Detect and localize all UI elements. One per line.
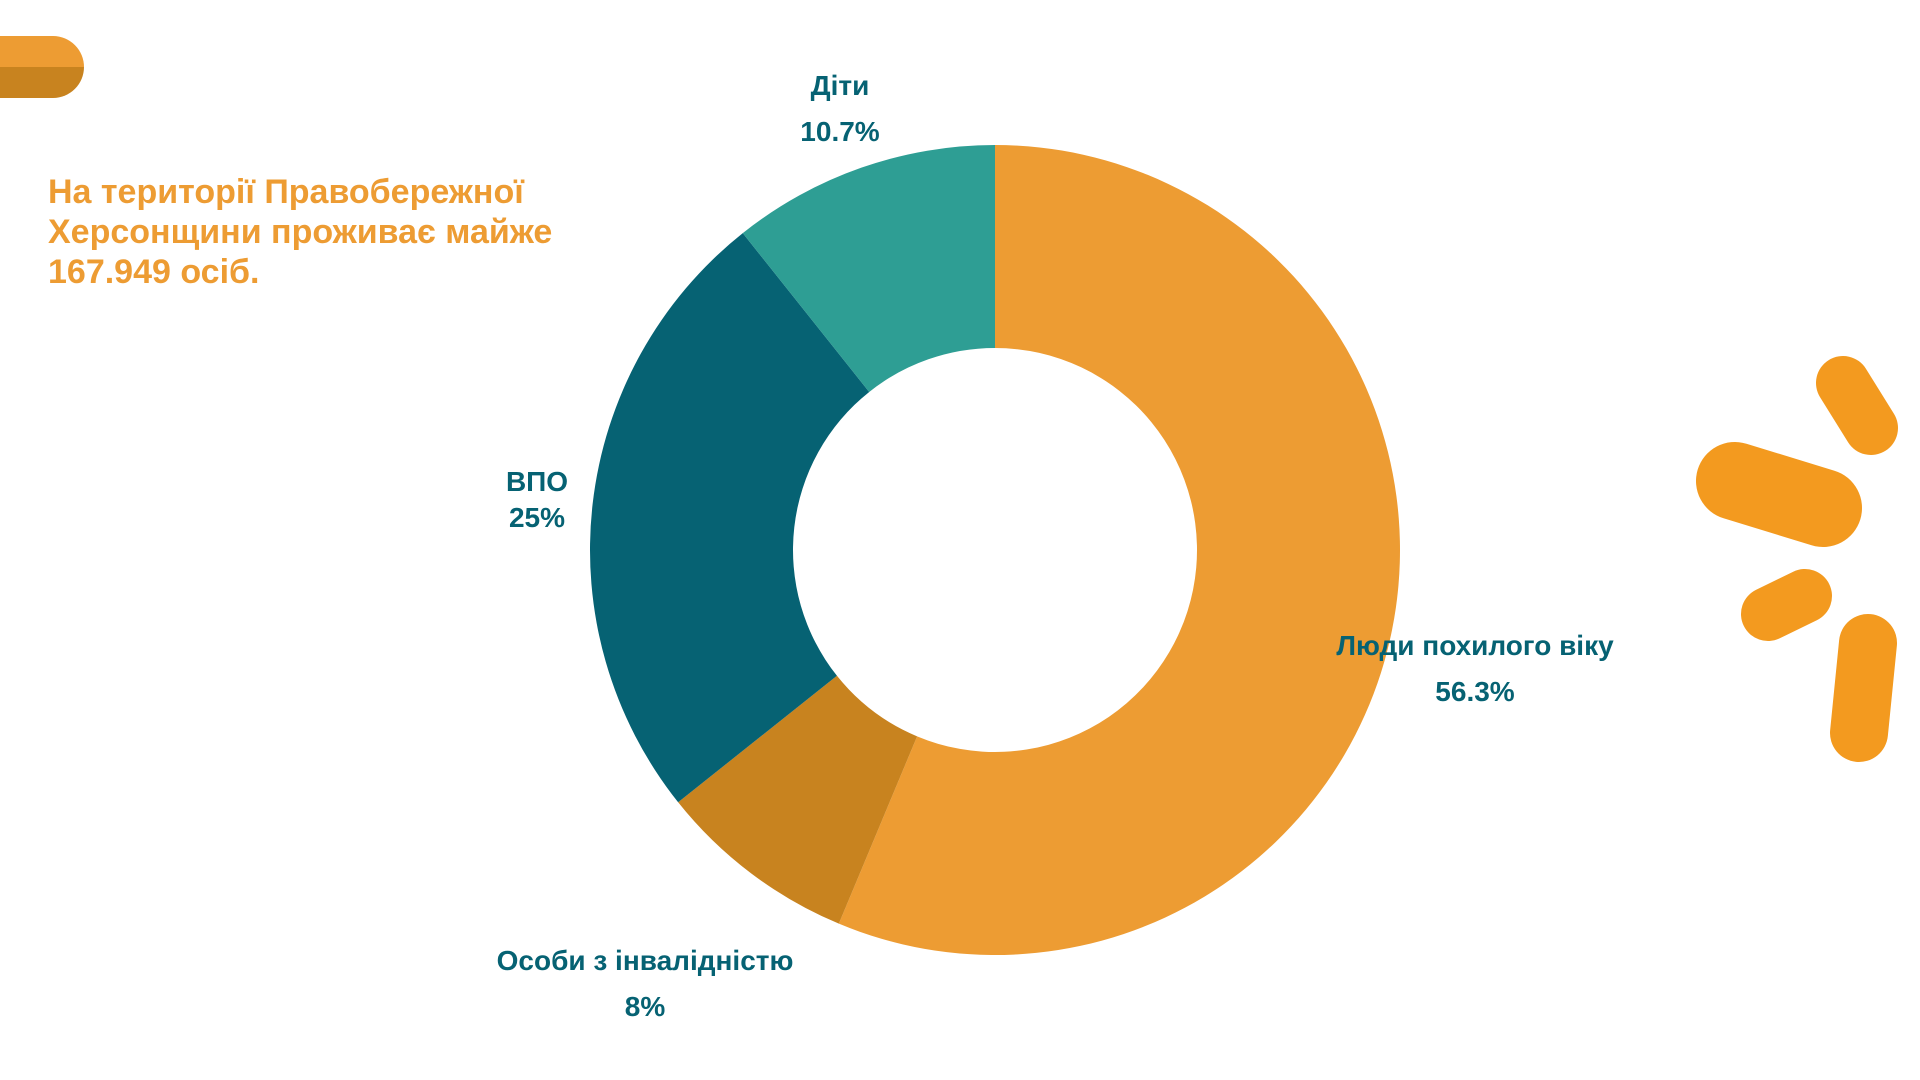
label-disabled: Особи з інвалідністю 8%	[497, 945, 794, 1023]
spark-2	[1696, 442, 1862, 547]
slice-idp	[590, 233, 870, 803]
label-children-name: Діти	[810, 70, 870, 101]
label-children: Діти 10.7%	[800, 70, 879, 148]
label-elderly-percent: 56.3%	[1435, 676, 1515, 707]
spark-3	[1741, 569, 1832, 641]
spark-1	[1816, 356, 1898, 455]
spark-4	[1830, 614, 1897, 762]
slice-elderly	[838, 145, 1400, 955]
decorative-pill-bottom	[0, 67, 84, 98]
label-elderly: Люди похилого віку 56.3%	[1336, 630, 1613, 708]
label-children-percent: 10.7%	[800, 116, 880, 147]
decorative-pill-top	[0, 36, 84, 67]
label-idp-name: ВПО	[505, 466, 569, 497]
label-elderly-name: Люди похилого віку	[1336, 630, 1614, 661]
decorative-pill	[0, 36, 84, 98]
label-disabled-name: Особи з інвалідністю	[496, 945, 794, 976]
slice-children	[742, 145, 995, 392]
label-disabled-percent: 8%	[624, 991, 666, 1022]
slice-disabled	[678, 675, 918, 924]
label-idp: ВПО 25%	[506, 466, 568, 534]
headline-text: На території Правобережної Херсонщини пр…	[48, 173, 553, 291]
label-idp-percent: 25%	[508, 502, 566, 533]
